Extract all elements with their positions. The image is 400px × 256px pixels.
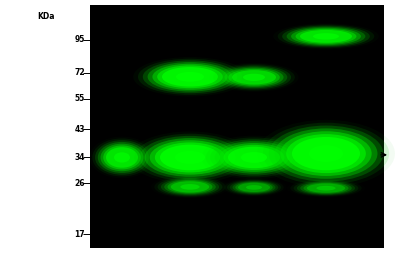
Ellipse shape	[316, 186, 336, 190]
Ellipse shape	[175, 151, 205, 164]
Ellipse shape	[280, 131, 372, 176]
Ellipse shape	[227, 180, 281, 195]
Ellipse shape	[155, 142, 225, 173]
Ellipse shape	[287, 27, 365, 46]
Ellipse shape	[269, 125, 383, 182]
Ellipse shape	[103, 145, 141, 169]
Ellipse shape	[291, 28, 361, 45]
Text: 17: 17	[74, 230, 85, 239]
Text: 26: 26	[75, 178, 85, 188]
Text: D: D	[322, 9, 330, 18]
Text: A: A	[118, 9, 126, 18]
Ellipse shape	[296, 29, 356, 44]
Ellipse shape	[92, 138, 152, 176]
Text: KDa: KDa	[37, 12, 55, 20]
Ellipse shape	[224, 145, 284, 170]
Ellipse shape	[160, 145, 220, 170]
Ellipse shape	[206, 137, 302, 177]
Ellipse shape	[230, 180, 278, 194]
Ellipse shape	[243, 74, 265, 81]
Ellipse shape	[238, 183, 270, 192]
Ellipse shape	[215, 141, 293, 174]
Ellipse shape	[292, 137, 360, 170]
Ellipse shape	[171, 181, 209, 193]
Ellipse shape	[148, 62, 232, 92]
Ellipse shape	[228, 147, 280, 168]
Ellipse shape	[152, 64, 228, 90]
Ellipse shape	[297, 181, 355, 195]
Ellipse shape	[232, 181, 276, 194]
Ellipse shape	[246, 185, 262, 190]
Ellipse shape	[232, 70, 276, 84]
Ellipse shape	[278, 25, 374, 48]
Ellipse shape	[176, 72, 204, 82]
Ellipse shape	[114, 152, 130, 163]
Text: 43: 43	[75, 125, 85, 134]
Text: 95: 95	[75, 35, 85, 44]
Ellipse shape	[180, 184, 200, 190]
Ellipse shape	[106, 147, 138, 168]
Ellipse shape	[138, 59, 242, 95]
Ellipse shape	[300, 182, 352, 194]
Ellipse shape	[161, 178, 219, 195]
Ellipse shape	[309, 145, 343, 162]
Ellipse shape	[140, 136, 240, 179]
Text: 34: 34	[75, 153, 85, 162]
Text: 72: 72	[74, 68, 85, 78]
Ellipse shape	[224, 68, 284, 87]
Ellipse shape	[241, 152, 267, 163]
Ellipse shape	[274, 129, 378, 179]
Ellipse shape	[168, 180, 212, 194]
Ellipse shape	[157, 65, 223, 88]
Ellipse shape	[304, 183, 348, 194]
Ellipse shape	[100, 144, 144, 171]
Ellipse shape	[95, 140, 149, 175]
Ellipse shape	[162, 67, 218, 87]
Bar	[90, 5, 384, 248]
Ellipse shape	[282, 26, 370, 47]
Ellipse shape	[150, 140, 230, 175]
Ellipse shape	[143, 60, 237, 93]
Ellipse shape	[213, 64, 295, 91]
Ellipse shape	[154, 176, 226, 197]
Ellipse shape	[286, 134, 366, 173]
Text: 55: 55	[75, 94, 85, 103]
Ellipse shape	[313, 33, 339, 40]
Ellipse shape	[294, 180, 358, 196]
Ellipse shape	[219, 143, 289, 172]
Ellipse shape	[134, 134, 246, 181]
Ellipse shape	[217, 65, 291, 89]
Ellipse shape	[210, 139, 298, 176]
Ellipse shape	[235, 182, 273, 193]
Ellipse shape	[300, 30, 352, 43]
Ellipse shape	[263, 123, 389, 185]
Ellipse shape	[307, 184, 345, 193]
Ellipse shape	[158, 177, 222, 196]
Ellipse shape	[98, 142, 146, 173]
Ellipse shape	[228, 69, 280, 86]
Ellipse shape	[221, 67, 287, 88]
Ellipse shape	[144, 138, 236, 177]
Text: B: B	[186, 9, 194, 18]
Text: C: C	[251, 9, 257, 18]
Ellipse shape	[164, 179, 216, 195]
